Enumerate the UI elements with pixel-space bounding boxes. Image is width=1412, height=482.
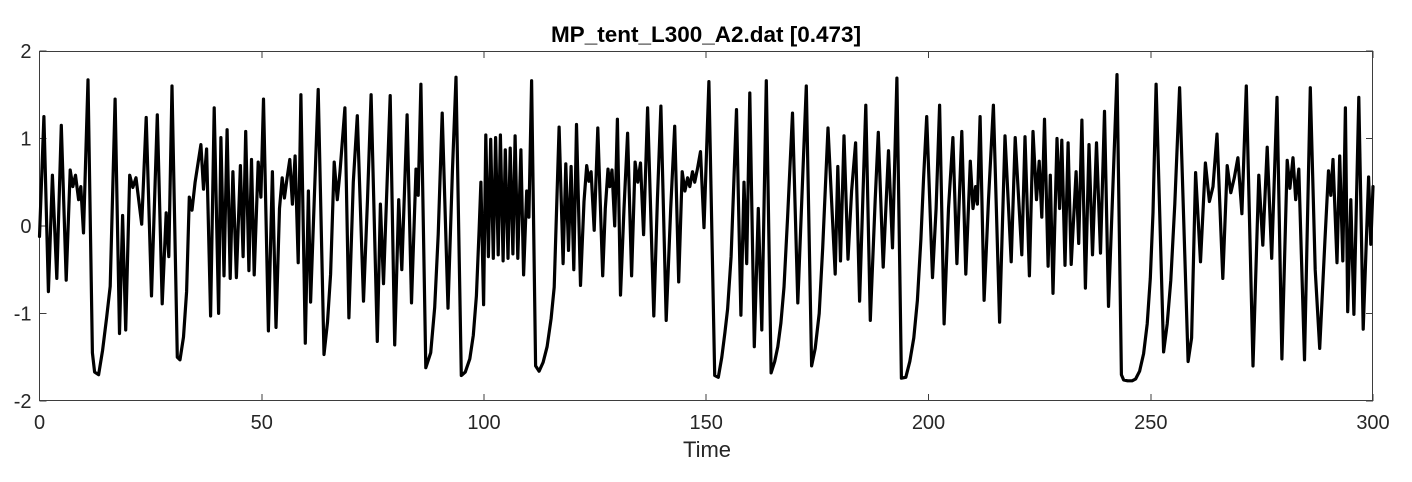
svg-text:50: 50 — [251, 412, 273, 434]
svg-text:-1: -1 — [14, 303, 32, 325]
svg-text:0: 0 — [34, 412, 45, 434]
svg-text:2: 2 — [20, 41, 31, 63]
svg-text:100: 100 — [467, 412, 500, 434]
svg-text:250: 250 — [1134, 412, 1167, 434]
svg-text:MP_tent_L300_A2.dat [0.473]: MP_tent_L300_A2.dat [0.473] — [551, 22, 861, 47]
svg-text:200: 200 — [912, 412, 945, 434]
svg-text:-2: -2 — [14, 391, 32, 413]
svg-text:0: 0 — [20, 216, 31, 238]
svg-text:300: 300 — [1356, 412, 1389, 434]
svg-text:1: 1 — [20, 129, 31, 151]
svg-text:150: 150 — [690, 412, 723, 434]
svg-text:Time: Time — [683, 437, 731, 462]
